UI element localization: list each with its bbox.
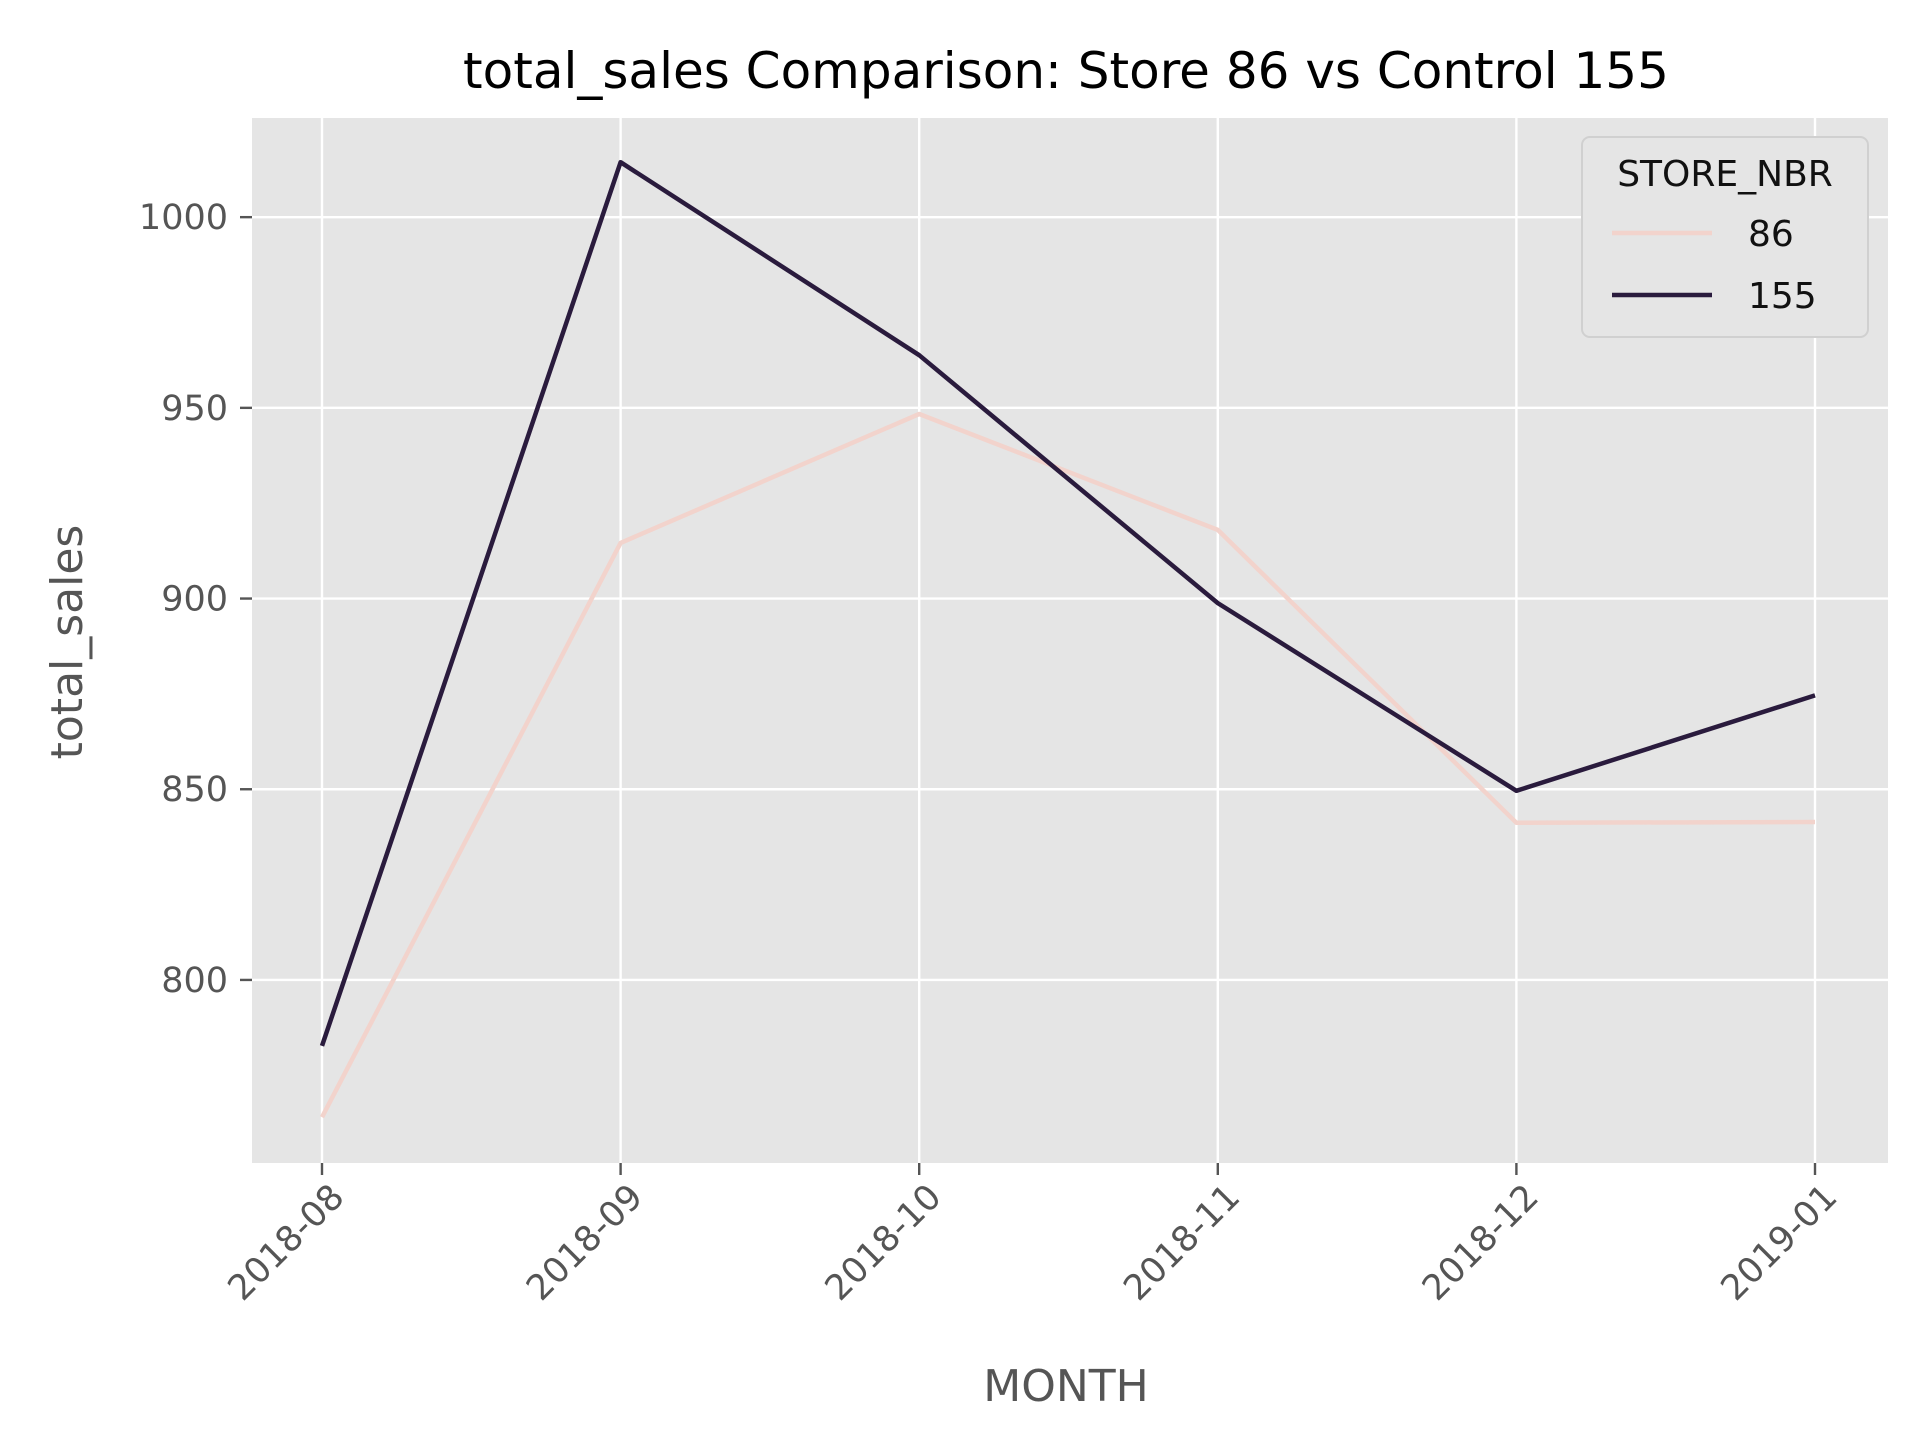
legend-label-86: 86 [1748, 214, 1794, 255]
chart-title: total_sales Comparison: Store 86 vs Cont… [463, 42, 1669, 100]
x-axis-label: MONTH [983, 1361, 1148, 1412]
y-axis-label: total_sales [42, 525, 93, 760]
y-tick-label: 900 [161, 580, 228, 620]
legend-box [1581, 136, 1869, 338]
legend-label-155: 155 [1748, 276, 1817, 317]
legend: STORE_NBR 86 155 [1581, 136, 1869, 338]
legend-title: STORE_NBR [1617, 154, 1833, 195]
legend-items: 86 155 [1612, 214, 1817, 317]
series-layer [319, 159, 1816, 1119]
y-tick-label: 950 [161, 389, 228, 429]
series-line-155 [319, 159, 1816, 1047]
y-tick-label: 800 [161, 961, 228, 1001]
y-tick-label: 1000 [139, 198, 228, 238]
series-line-86 [320, 411, 1816, 1119]
y-tick-label: 850 [161, 770, 228, 810]
